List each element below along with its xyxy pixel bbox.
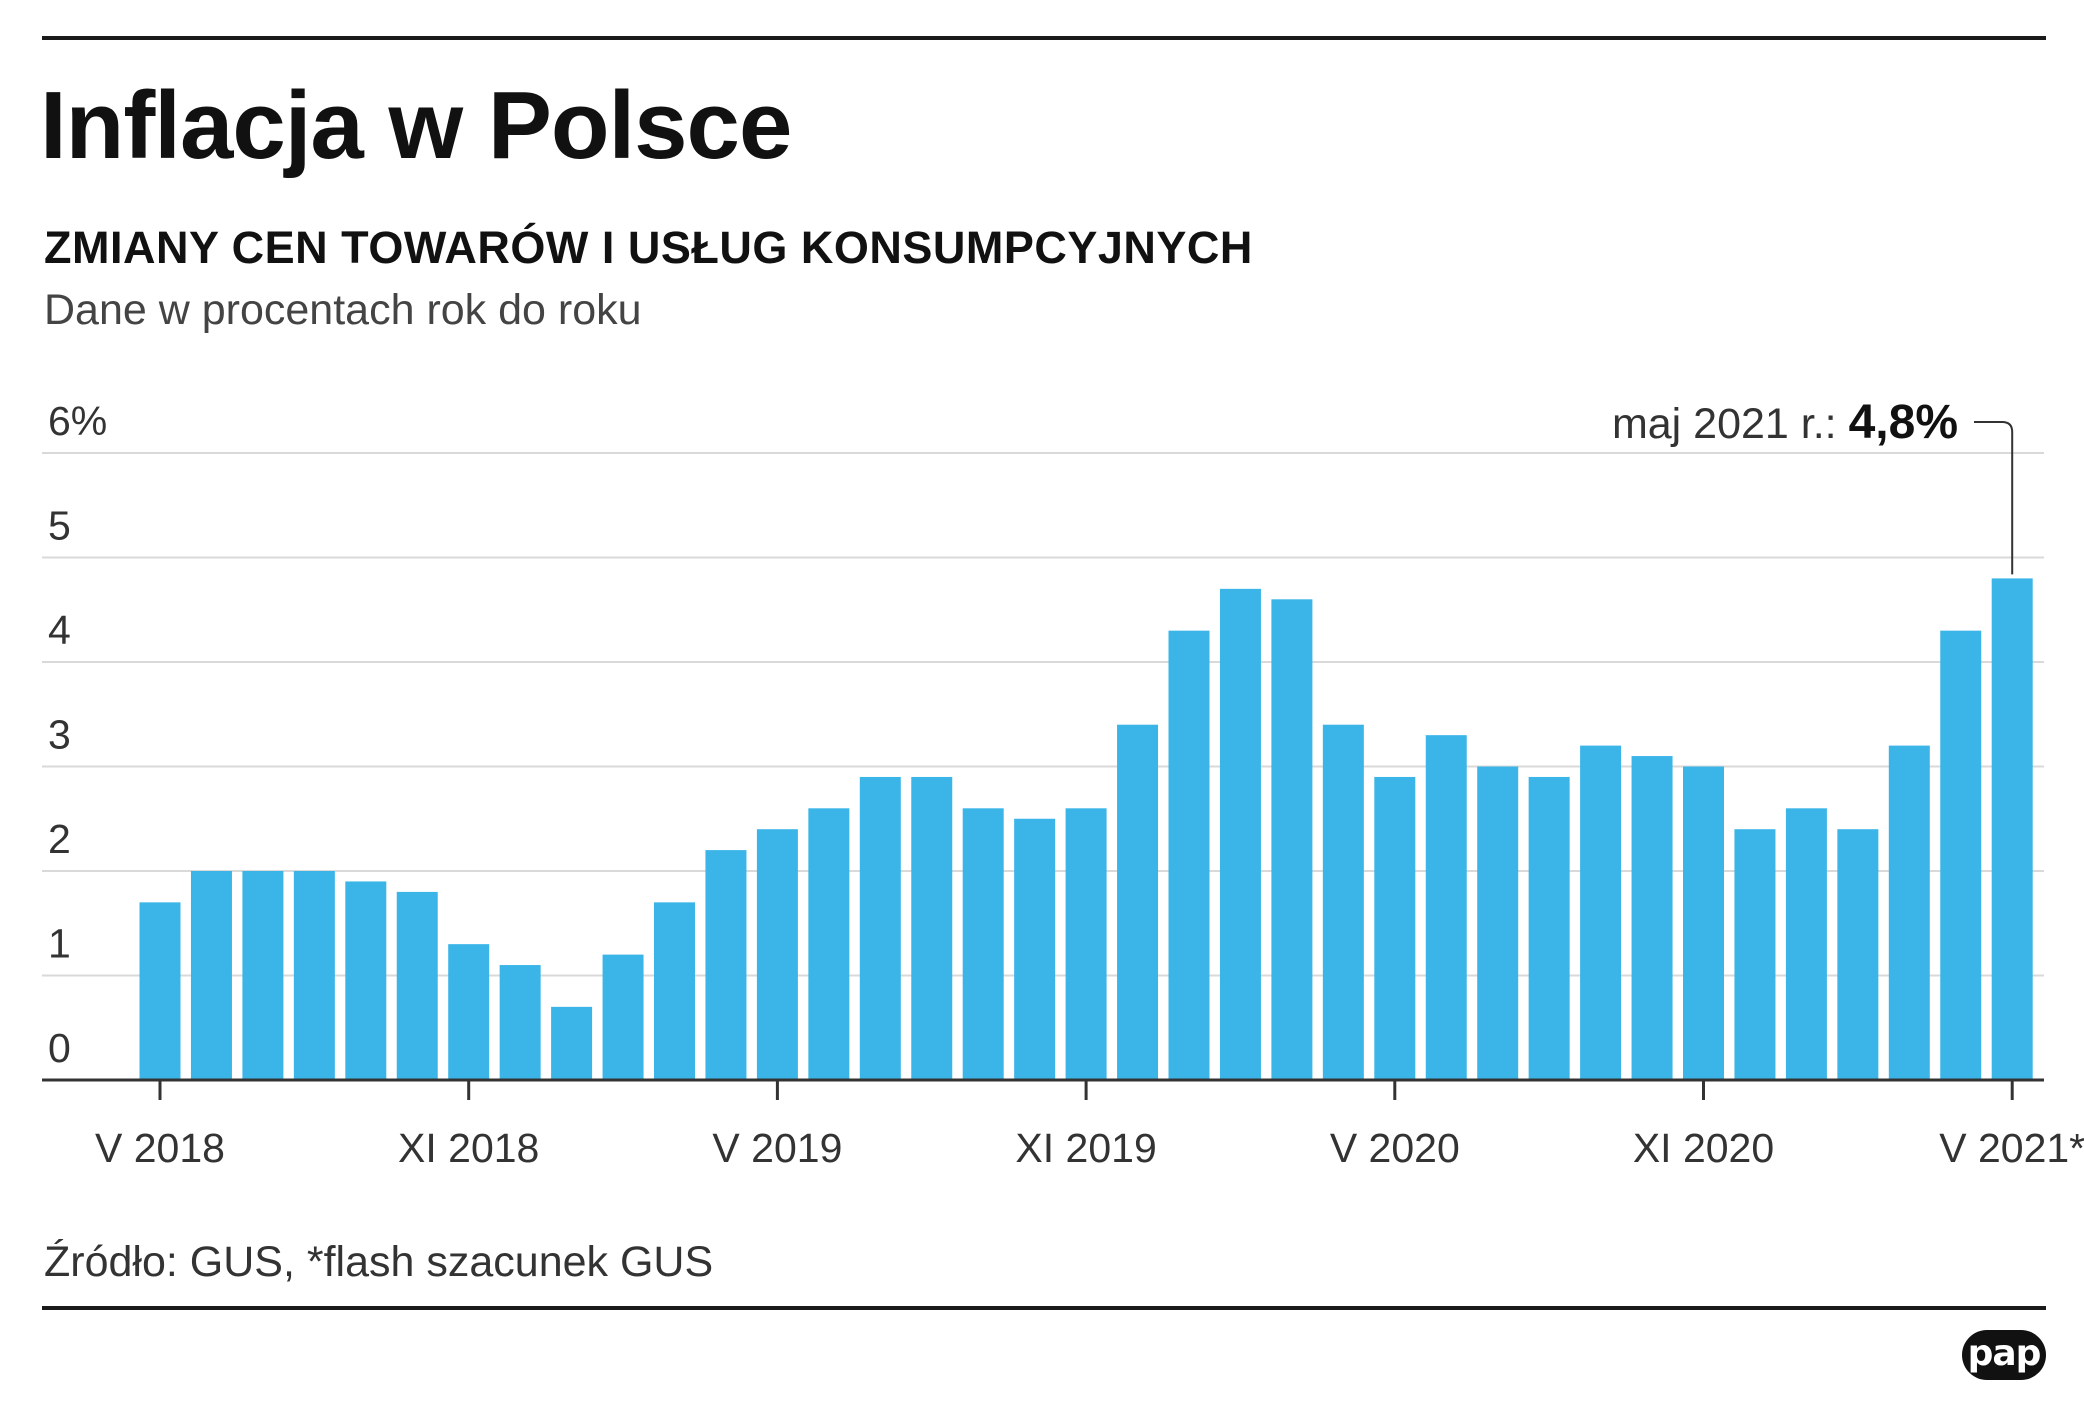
y-tick-labels: 0 1 2 3 4 5 6% bbox=[48, 398, 107, 1071]
y-tick-label: 2 bbox=[48, 816, 71, 862]
bar bbox=[242, 871, 284, 1080]
bar bbox=[345, 881, 387, 1080]
bar bbox=[1065, 808, 1107, 1080]
bar bbox=[1219, 588, 1261, 1080]
annotation: maj 2021 r.: 4,8% bbox=[1612, 396, 2014, 575]
bar bbox=[1271, 599, 1313, 1080]
bar bbox=[602, 954, 644, 1080]
bar bbox=[499, 965, 541, 1080]
y-tick-label: 6% bbox=[48, 398, 107, 444]
bar bbox=[705, 850, 747, 1080]
source-note: Źródło: GUS, *flash szacunek GUS bbox=[44, 1238, 714, 1286]
bar bbox=[190, 871, 232, 1080]
pap-logo: pap bbox=[1962, 1330, 2046, 1380]
bar bbox=[1014, 818, 1056, 1080]
bars bbox=[139, 578, 2033, 1080]
bar bbox=[396, 891, 438, 1080]
bar bbox=[911, 776, 953, 1080]
bar bbox=[1785, 808, 1827, 1080]
bar bbox=[1477, 766, 1519, 1080]
y-tick-label: 3 bbox=[48, 712, 71, 758]
x-tick-labels: V 2018 XI 2018 V 2019 XI 2019 V 2020 XI 2020 V… bbox=[95, 1080, 2084, 1171]
bar bbox=[1837, 829, 1879, 1080]
bar bbox=[139, 902, 181, 1080]
bar bbox=[1425, 735, 1467, 1080]
top-rule bbox=[42, 36, 2046, 40]
chart-subtitle: ZMIANY CEN TOWARÓW I USŁUG KONSUMPCYJNYC… bbox=[44, 222, 1253, 273]
bar bbox=[808, 808, 850, 1080]
bar bbox=[1734, 829, 1776, 1080]
y-tick-label: 1 bbox=[48, 921, 71, 967]
bar bbox=[1580, 745, 1622, 1080]
bar bbox=[1168, 630, 1210, 1080]
bar bbox=[1940, 630, 1982, 1080]
bar bbox=[1374, 776, 1416, 1080]
annotation-text: maj 2021 r.: bbox=[1612, 400, 1849, 448]
y-tick-label: 4 bbox=[48, 607, 71, 653]
bar-chart: 0 1 2 3 4 5 6% V 2018 XI 2018 V 2019 XI 2019 V 202… bbox=[42, 396, 2084, 1171]
bar bbox=[859, 776, 901, 1080]
bar bbox=[293, 871, 335, 1080]
bar bbox=[654, 902, 695, 1080]
x-tick-label: XI 2019 bbox=[1015, 1125, 1156, 1171]
bar bbox=[1888, 745, 1930, 1080]
bar bbox=[1322, 724, 1364, 1080]
bar bbox=[448, 944, 490, 1080]
bottom-rule bbox=[42, 1306, 2046, 1310]
x-tick-label: V 2018 bbox=[95, 1125, 225, 1171]
x-tick-label: XI 2018 bbox=[398, 1125, 539, 1171]
bar bbox=[1631, 756, 1673, 1080]
y-tick-label: 5 bbox=[48, 503, 71, 549]
annotation-leader-line bbox=[1974, 421, 2014, 575]
annotation-value: 4,8% bbox=[1849, 396, 1958, 449]
x-tick-label: V 2021* bbox=[1939, 1125, 2084, 1171]
bar bbox=[1528, 776, 1570, 1080]
x-tick-label: XI 2020 bbox=[1633, 1125, 1774, 1171]
annotation-label: maj 2021 r.: 4,8% bbox=[1612, 396, 1958, 449]
bar bbox=[551, 1006, 593, 1080]
bar bbox=[962, 808, 1004, 1080]
unit-note: Dane w procentach rok do roku bbox=[44, 286, 642, 334]
x-tick-label: V 2020 bbox=[1330, 1125, 1460, 1171]
chart-title: Inflacja w Polsce bbox=[40, 72, 792, 179]
bar bbox=[1683, 766, 1724, 1080]
y-tick-label: 0 bbox=[48, 1025, 71, 1071]
bar bbox=[1991, 578, 2033, 1080]
bar bbox=[1117, 724, 1159, 1080]
x-tick-label: V 2019 bbox=[712, 1125, 842, 1171]
bar bbox=[756, 829, 798, 1080]
